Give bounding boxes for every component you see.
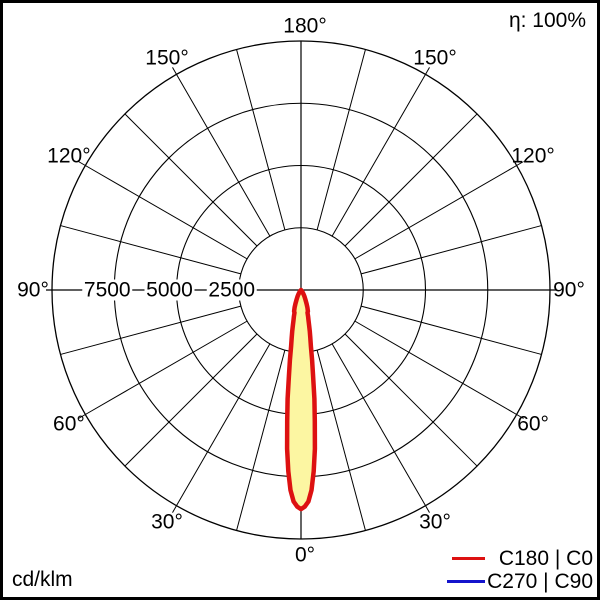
grid-spoke	[236, 49, 286, 231]
angle-label-120-right: 120°	[511, 145, 554, 168]
radial-label-mask	[82, 279, 133, 301]
angle-tick-30	[172, 505, 177, 513]
grid-spoke	[60, 305, 242, 355]
grid-spoke	[85, 165, 248, 260]
angle-label-120-left: 120°	[47, 145, 90, 168]
unit-label: cd/klm	[12, 568, 73, 591]
angle-label-30-left: 30°	[151, 511, 183, 534]
grid-spoke	[316, 49, 366, 231]
grid-spoke	[124, 333, 258, 467]
angle-label-150-left: 150°	[145, 46, 188, 69]
angle-tick-60	[516, 414, 524, 419]
grid-spoke	[360, 225, 542, 275]
grid-spoke	[236, 349, 286, 531]
curve-c180-c0	[284, 287, 318, 512]
grid-spoke	[176, 343, 271, 506]
radial-label-mask	[144, 279, 195, 301]
grid-spoke	[60, 225, 242, 275]
angle-label-0: 0°	[295, 544, 315, 567]
legend-item-c180-c0: C180 | C0	[451, 547, 593, 570]
angle-tick-30	[425, 505, 430, 513]
angle-tick-120	[78, 161, 86, 166]
angle-label-30-right: 30°	[419, 511, 451, 534]
radial-tick-label-7500: 7500	[84, 279, 131, 302]
angle-tick-60	[78, 414, 86, 419]
angle-tick-150	[425, 67, 430, 75]
angle-label-90-left: 90°	[17, 279, 49, 302]
angle-label-60-right: 60°	[517, 413, 549, 436]
legend-label-c270-c90: C270 | C90	[487, 570, 593, 593]
legend-label-c180-c0: C180 | C0	[498, 547, 593, 570]
angle-label-180: 180°	[283, 15, 326, 38]
legend-line-blue-icon	[447, 580, 486, 583]
angle-label-60-left: 60°	[53, 413, 85, 436]
angle-label-90-right: 90°	[553, 279, 585, 302]
angle-tick-120	[516, 161, 524, 166]
grid-spoke	[331, 74, 426, 237]
angle-tick-150	[172, 67, 177, 75]
grid-spoke	[331, 343, 426, 506]
radial-tick-label-2500: 2500	[208, 279, 255, 302]
grid-spoke	[354, 165, 517, 260]
grid-spoke	[360, 305, 542, 355]
grid-spoke	[176, 74, 271, 237]
grid-spoke	[354, 320, 517, 415]
grid-spoke	[124, 113, 258, 247]
grid-spoke	[316, 349, 366, 531]
legend-line-red-icon	[451, 557, 485, 560]
radial-label-mask	[206, 279, 257, 301]
angle-label-150-right: 150°	[413, 46, 456, 69]
legend-item-c270-c90: C270 | C90	[447, 571, 593, 592]
grid-spoke	[85, 320, 248, 415]
efficiency-label: η: 100%	[508, 9, 586, 32]
grid-spoke	[344, 333, 478, 467]
grid-spoke	[344, 113, 478, 247]
radial-tick-label-5000: 5000	[146, 279, 193, 302]
legend: C180 | C0 C270 | C90	[447, 548, 593, 592]
